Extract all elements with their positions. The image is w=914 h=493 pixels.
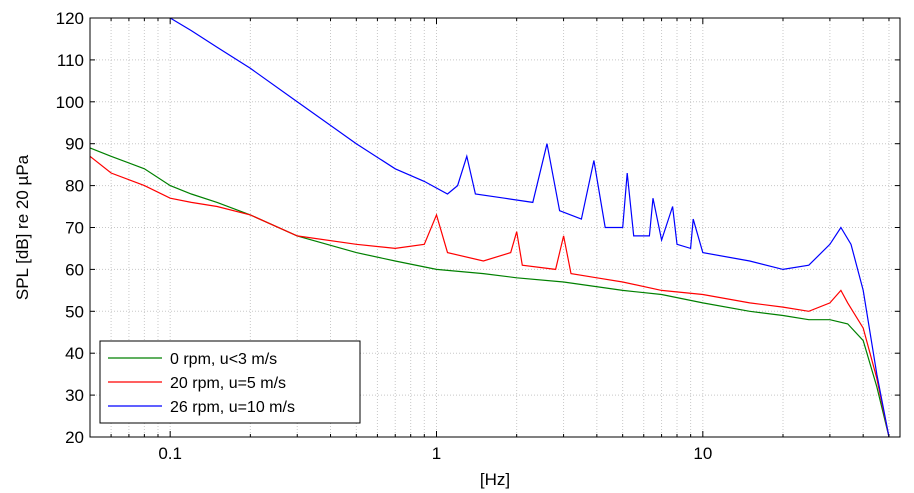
legend-label-1: 20 rpm, u=5 m/s	[170, 375, 286, 392]
y-tick-label: 90	[65, 135, 84, 154]
legend-label-2: 26 rpm, u=10 m/s	[170, 399, 295, 416]
series-line-1	[89, 155, 890, 438]
legend-label-0: 0 rpm, u<3 m/s	[170, 351, 277, 368]
series-lines	[89, 17, 890, 438]
y-tick-label: 60	[65, 260, 84, 279]
x-tick-label: 0.1	[158, 444, 182, 463]
y-tick-label: 20	[65, 428, 84, 447]
y-tick-label: 100	[56, 93, 84, 112]
x-tick-label: 1	[432, 444, 441, 463]
y-tick-label: 50	[65, 302, 84, 321]
y-tick-label: 120	[56, 9, 84, 28]
legend: 0 rpm, u<3 m/s 20 rpm, u=5 m/s 26 rpm, u=1…	[99, 340, 361, 424]
series-line-0	[89, 147, 890, 438]
y-tick-label: 110	[57, 51, 84, 70]
y-axis-label: SPL [dB] re 20 µPa	[13, 154, 32, 300]
y-tick-label: 70	[65, 219, 84, 238]
x-tick-label: 10	[693, 444, 712, 463]
x-axis-label: [Hz]	[480, 470, 510, 489]
y-tick-label: 80	[65, 177, 84, 196]
series-line-2	[169, 17, 890, 438]
y-tick-label: 30	[65, 386, 84, 405]
y-tick-label: 40	[65, 344, 84, 363]
